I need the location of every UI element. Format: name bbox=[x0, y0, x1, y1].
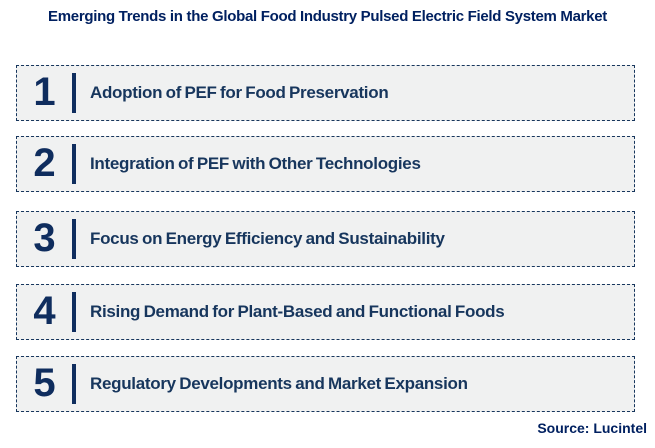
trend-item-2: 2 Integration of PEF with Other Technolo… bbox=[16, 136, 635, 192]
trend-label-3: Focus on Energy Efficiency and Sustainab… bbox=[90, 229, 445, 248]
divider-bar bbox=[72, 364, 76, 404]
divider-bar bbox=[72, 219, 76, 259]
source-credit: Source: Lucintel bbox=[537, 420, 647, 436]
trend-item-1: 1 Adoption of PEF for Food Preservation bbox=[16, 65, 635, 121]
trend-label-5: Regulatory Developments and Market Expan… bbox=[90, 374, 468, 393]
trend-item-4: 4 Rising Demand for Plant-Based and Func… bbox=[16, 284, 635, 340]
trend-label-4: Rising Demand for Plant-Based and Functi… bbox=[90, 302, 505, 321]
divider-bar bbox=[72, 144, 76, 184]
trend-number-1: 1 bbox=[33, 70, 56, 114]
divider-bar bbox=[72, 73, 76, 113]
trend-item-5: 5 Regulatory Developments and Market Exp… bbox=[16, 356, 635, 412]
trend-number-5: 5 bbox=[33, 361, 56, 405]
trend-number-2: 2 bbox=[33, 141, 56, 185]
trend-label-2: Integration of PEF with Other Technologi… bbox=[90, 154, 421, 173]
trend-number-4: 4 bbox=[33, 289, 56, 333]
page-title: Emerging Trends in the Global Food Indus… bbox=[48, 8, 607, 25]
trend-item-3: 3 Focus on Energy Efficiency and Sustain… bbox=[16, 211, 635, 267]
trend-number-3: 3 bbox=[33, 216, 56, 260]
trend-label-1: Adoption of PEF for Food Preservation bbox=[90, 83, 389, 102]
divider-bar bbox=[72, 292, 76, 332]
